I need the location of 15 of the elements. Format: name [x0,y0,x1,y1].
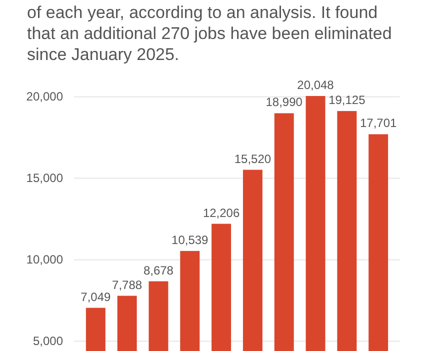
data-label: 19,125 [328,93,366,108]
chart-subtitle: of each year, according to an analysis. It found that an additional 270 jobs have been eliminated since January 2025. [27,3,392,64]
data-label: 12,206 [202,206,240,220]
y-tick-label: 5,000 [32,334,64,348]
data-label: 7,788 [112,278,142,292]
y-tick-label: 10,000 [26,252,64,267]
data-label: 10,539 [172,232,209,247]
data-label: 7,049 [80,290,112,304]
data-label: 15,520 [234,152,272,166]
y-tick-label: 15,000 [26,171,64,186]
y-tick-label: 20,000 [26,90,64,104]
data-label: 17,701 [360,116,398,130]
data-label: 8,678 [143,263,174,278]
data-label: 20,048 [297,78,334,92]
data-label: 18,990 [266,95,303,110]
